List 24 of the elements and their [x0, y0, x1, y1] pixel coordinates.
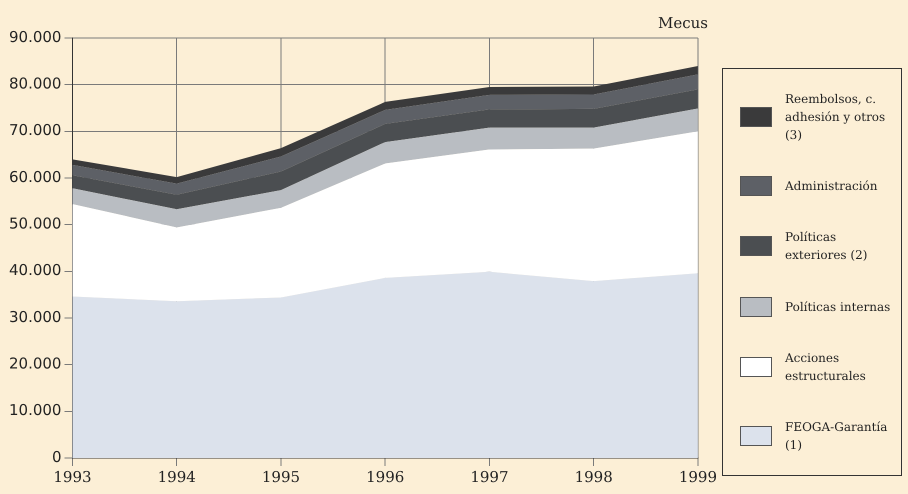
y-tick-label: 0 — [52, 448, 62, 466]
y-tick-label: 10.000 — [8, 401, 62, 420]
y-tick-label: 20.000 — [8, 354, 62, 373]
legend-label: FEOGA-Garantía (1) — [785, 419, 888, 454]
x-tick-label: 1996 — [366, 468, 404, 486]
y-tick-label: 80.000 — [8, 74, 62, 93]
x-tick-label: 1999 — [678, 468, 718, 486]
x-tick-label: 1998 — [574, 468, 613, 486]
legend-label: Políticas exteriores (2) — [785, 229, 868, 264]
x-tick-label: 1993 — [53, 468, 92, 486]
x-tick-label: 1997 — [470, 468, 509, 486]
y-tick-label: 40.000 — [8, 261, 62, 280]
legend-label: Administración — [785, 178, 879, 195]
y-tick-label: 30.000 — [8, 308, 62, 326]
y-tick-label: 60.000 — [8, 168, 62, 186]
x-tick-label: 1994 — [158, 468, 196, 486]
legend-label: Políticas internas — [785, 298, 892, 316]
y-tick-label: 70.000 — [8, 121, 62, 140]
legend-label: Acciones estructurales — [785, 350, 867, 385]
y-tick-label: 90.000 — [8, 28, 62, 46]
x-tick-label: 1995 — [262, 468, 300, 486]
y-tick-label: 50.000 — [8, 214, 62, 233]
y-axis-title: Mecus — [658, 14, 708, 32]
legend-label: Reembolsos, c. adhesión y otros (3) — [785, 90, 886, 144]
